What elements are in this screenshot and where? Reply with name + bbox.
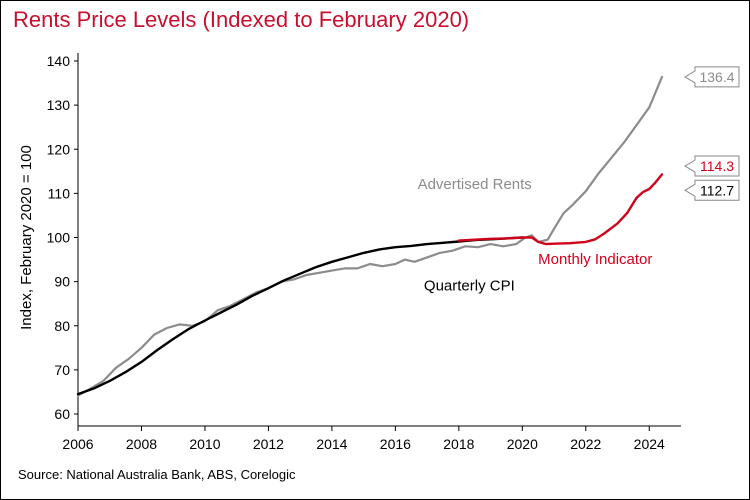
y-tick-label: 140 (47, 53, 71, 69)
x-tick-label: 2010 (189, 436, 220, 452)
y-tick-label: 90 (54, 274, 70, 290)
end-label-advertised: 136.4 (699, 69, 734, 85)
chart-title: Rents Price Levels (Indexed to February … (13, 7, 470, 32)
x-tick-label: 2016 (380, 436, 411, 452)
x-tick-label: 2018 (443, 436, 474, 452)
x-tick-label: 2022 (570, 436, 601, 452)
y-tick-label: 80 (54, 318, 70, 334)
source-note: Source: National Australia Bank, ABS, Co… (18, 467, 296, 482)
end-label-box-advertised (684, 66, 740, 88)
x-tick-label: 2020 (507, 436, 538, 452)
x-tick-label: 2012 (253, 436, 284, 452)
series-line-cpi (76, 236, 524, 396)
x-tick-label: 2006 (62, 436, 93, 452)
y-tick-label: 100 (47, 230, 71, 246)
y-tick-label: 130 (47, 97, 71, 113)
series-label-cpi: Quarterly CPI (424, 277, 515, 294)
x-tick-label: 2014 (316, 436, 347, 452)
y-tick-label: 70 (54, 362, 70, 378)
y-tick-label: 110 (48, 185, 71, 201)
x-tick-label: 2008 (126, 436, 157, 452)
y-tick-label: 60 (54, 406, 70, 422)
y-tick-label: 120 (47, 141, 71, 157)
end-label-monthly: 114.3 (700, 158, 734, 174)
y-axis-title: Index, February 2020 = 100 (18, 145, 35, 330)
x-tick-label: 2024 (634, 436, 665, 452)
end-label-cpi: 112.7 (700, 182, 734, 198)
series-label-monthly: Monthly Indicator (538, 251, 652, 268)
end-label-box-monthly (684, 155, 740, 177)
series-label-advertised: Advertised Rents (418, 176, 532, 193)
end-label-box-cpi (684, 179, 740, 201)
series-line-advertised (76, 75, 664, 397)
series-line-monthly (457, 173, 664, 246)
